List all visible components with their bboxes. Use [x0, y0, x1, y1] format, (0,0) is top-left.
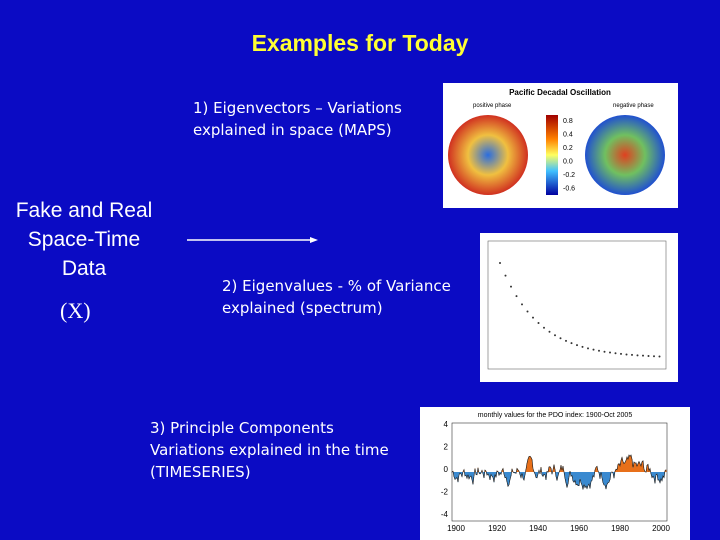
item-line: (TIMESERIES) [150, 463, 251, 481]
decor-positive [452, 455, 667, 472]
decor-dot [576, 344, 578, 347]
decor-dot [598, 349, 600, 352]
eigenvalue-figure [480, 233, 678, 382]
item: 1) Eigenvectors – Variations explained i… [193, 97, 402, 141]
decor-dot [543, 326, 545, 329]
timeseries-figure: monthly values for the PDO index: 1900-O… [420, 407, 690, 540]
decor-dot [532, 316, 534, 319]
decor-dot [620, 352, 622, 355]
y-axis-label: 2 [444, 443, 449, 452]
x-axis-label: 1940 [529, 524, 547, 533]
figure-title: monthly values for the PDO index: 1900-O… [478, 412, 633, 419]
item-line: explained in space (MAPS) [193, 121, 392, 139]
colorbar-label: -0.2 [563, 172, 575, 179]
decor-dot [592, 348, 595, 351]
colorbar-label: 0.0 [563, 159, 573, 166]
decor-dot [537, 322, 540, 325]
decor-line [451, 454, 667, 490]
x-axis-label: 1980 [611, 524, 629, 533]
colorbar [546, 115, 558, 195]
colorbar-label: 0.2 [563, 145, 573, 152]
colorbar-label: -0.6 [563, 186, 575, 193]
item-line: 2) Eigenvalues - % of Variance [222, 277, 451, 295]
decor-dot [510, 285, 512, 288]
x-axis-label: 2000 [652, 524, 670, 533]
slide-title: Examples for Today [251, 30, 469, 56]
decor-dot [548, 330, 551, 333]
globe [585, 115, 665, 195]
item-line: 3) Principle Components [150, 419, 334, 437]
decor-dot [565, 339, 567, 342]
decor-negative [451, 472, 665, 490]
source-line: Space-Time [27, 228, 141, 251]
decor-dot [636, 354, 639, 357]
item-line: explained (spectrum) [222, 299, 383, 317]
figure-title: Pacific Decadal Oscillation [509, 88, 611, 97]
decor-dot [515, 295, 518, 298]
globe [448, 115, 528, 195]
decor-dot [526, 310, 529, 313]
decor-dot [570, 342, 573, 345]
decor-dot [603, 350, 606, 353]
item-line: 1) Eigenvectors – Variations [193, 99, 402, 117]
decor-dot [581, 345, 584, 348]
figure-label: positive phase [473, 103, 512, 109]
item: 2) Eigenvalues - % of Variance explained… [222, 275, 451, 319]
arrow [187, 237, 318, 243]
y-axis-label: -4 [441, 510, 449, 519]
source-symbol: (X) [60, 298, 91, 323]
decor-dot [587, 347, 589, 350]
figure-label: negative phase [613, 103, 654, 109]
y-axis-label: 0 [444, 465, 449, 474]
x-axis-label: 1960 [570, 524, 588, 533]
x-axis-label: 1900 [447, 524, 465, 533]
x-axis-label: 1920 [488, 524, 506, 533]
decor-dot [559, 337, 562, 340]
colorbar-label: 0.4 [563, 132, 573, 139]
item-line: Variations explained in the time [150, 441, 389, 459]
decor-dot [658, 355, 661, 358]
source-line: Data [61, 257, 107, 280]
item: 3) Principle Components Variations expla… [150, 417, 389, 483]
maps-figure: Pacific Decadal Oscillation positive pha… [443, 83, 678, 208]
decor-dot [521, 303, 523, 306]
source-label: Fake and Real Space-Time Data [0, 196, 168, 283]
source-line: Fake and Real [15, 199, 153, 222]
decor-dot [504, 274, 507, 277]
decor-dot [609, 351, 611, 354]
decor-dot [499, 262, 501, 264]
decor-dot [554, 334, 556, 337]
decor-dot [642, 354, 644, 357]
decor-dot [614, 352, 617, 355]
decor-dot [647, 354, 650, 357]
decor-dot [653, 355, 655, 358]
decor-dot [625, 353, 628, 356]
y-axis-label: 4 [444, 420, 449, 429]
decor-dot [631, 353, 633, 356]
y-axis-label: -2 [441, 488, 449, 497]
colorbar-label: 0.8 [563, 118, 573, 125]
